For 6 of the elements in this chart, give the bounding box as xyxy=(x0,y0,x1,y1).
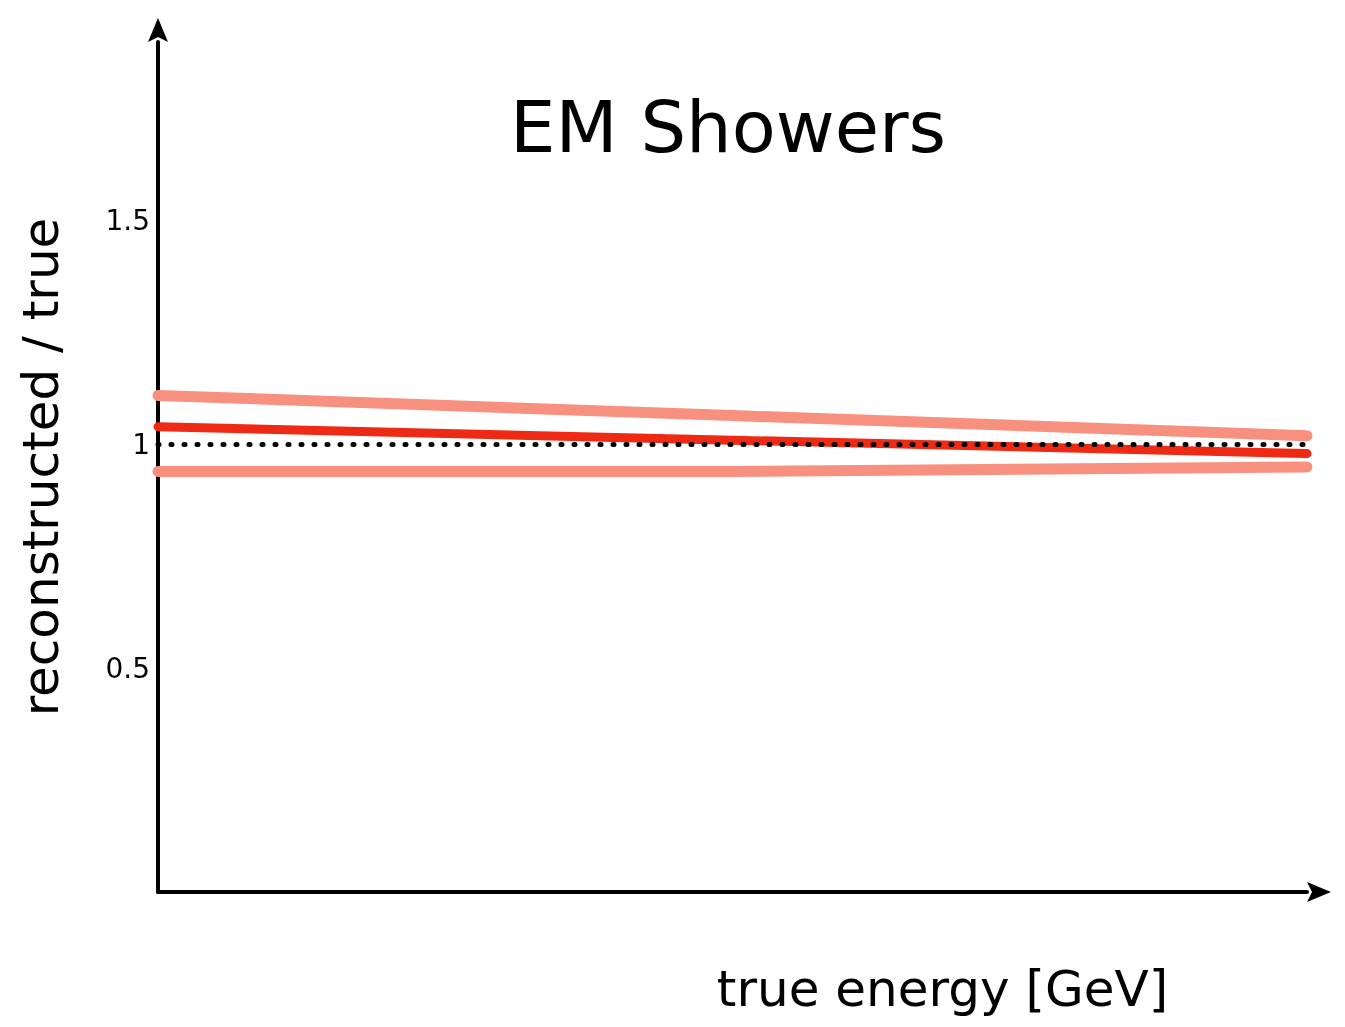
y-tick-label: 1 xyxy=(132,428,150,462)
x-axis-title: true energy [GeV] xyxy=(716,960,1169,1018)
text: EM Showers xyxy=(509,85,947,169)
y-tick-label: 0.5 xyxy=(105,651,150,685)
y-tick-label: 1.5 xyxy=(105,204,150,238)
y-axis-title: reconstructed / true xyxy=(12,217,70,717)
